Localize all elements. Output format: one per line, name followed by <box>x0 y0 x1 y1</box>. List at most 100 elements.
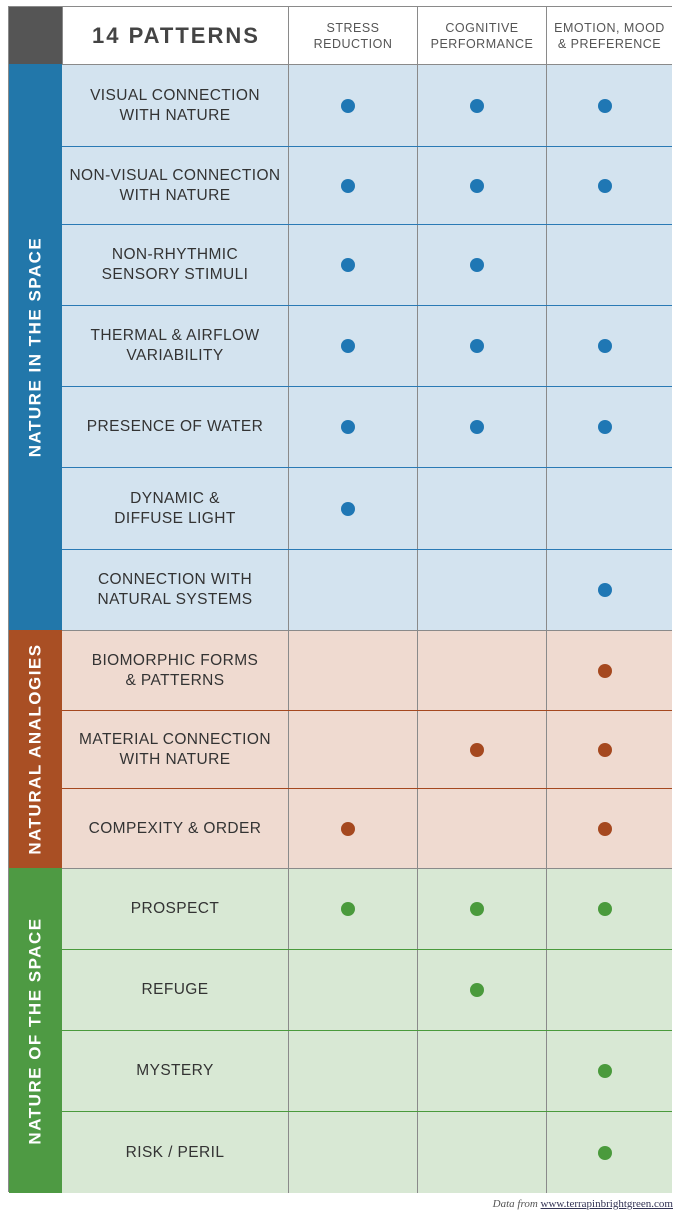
group-label-text: NATURE OF THE SPACE <box>25 916 45 1145</box>
pattern-row: RISK / PERIL <box>62 1111 672 1193</box>
benefit-cell-emotion <box>546 711 672 788</box>
benefit-cell-stress <box>288 387 417 467</box>
pattern-name: VISUAL CONNECTION WITH NATURE <box>90 86 260 124</box>
pattern-row: DYNAMIC & DIFFUSE LIGHT <box>62 467 672 549</box>
benefit-cell-emotion <box>546 225 672 305</box>
benefit-cell-stress <box>288 550 417 630</box>
benefit-dot <box>597 339 612 353</box>
pattern-name: RISK / PERIL <box>125 1143 225 1161</box>
benefit-cell-cognitive <box>417 950 546 1030</box>
benefit-dot <box>597 420 612 434</box>
benefit-dot <box>470 420 484 434</box>
benefit-cell-stress <box>288 147 417 224</box>
benefit-cell-emotion <box>546 789 672 868</box>
pattern-name: BIOMORPHIC FORMS & PATTERNS <box>91 651 259 689</box>
benefit-dot <box>597 742 612 757</box>
benefit-cell-emotion <box>546 631 672 710</box>
pattern-name: PROSPECT <box>130 900 220 917</box>
benefit-cell-cognitive <box>417 869 546 949</box>
benefit-cell-stress <box>288 468 417 549</box>
benefit-cell-stress <box>288 225 417 305</box>
benefit-cell-emotion <box>546 950 672 1030</box>
pattern-row: BIOMORPHIC FORMS & PATTERNS <box>62 630 672 710</box>
benefit-cell-emotion <box>546 387 672 467</box>
pattern-name: MYSTERY <box>136 1062 214 1079</box>
group-label-text: NATURAL ANALOGIES <box>25 643 45 855</box>
benefit-dot <box>597 583 612 597</box>
pattern-name: DYNAMIC & DIFFUSE LIGHT <box>114 489 236 527</box>
group-label: NATURE IN THE SPACE <box>9 64 62 630</box>
credit-link[interactable]: www.terrapinbrightgreen.com <box>540 1198 673 1210</box>
benefit-dot <box>341 178 355 193</box>
benefit-cell-cognitive <box>417 550 546 630</box>
benefit-dot <box>470 258 484 272</box>
benefit-dot <box>341 98 355 113</box>
benefit-dot <box>470 98 484 113</box>
benefit-cell-cognitive <box>417 711 546 788</box>
pattern-row: COMPEXITY & ORDER <box>62 788 672 868</box>
pattern-name: CONNECTION WITH NATURAL SYSTEMS <box>97 571 253 608</box>
benefit-cell-cognitive <box>417 65 546 146</box>
benefit-cell-emotion <box>546 1031 672 1111</box>
pattern-row: NON-VISUAL CONNECTION WITH NATURE <box>62 146 672 224</box>
pattern-name: NON-VISUAL CONNECTION WITH NATURE <box>69 166 281 204</box>
benefit-cell-emotion <box>546 147 672 224</box>
column-header-cognitive-performance: COGNITIVE PERFORMANCE <box>417 7 546 64</box>
benefit-cell-stress <box>288 950 417 1030</box>
benefit-cell-cognitive <box>417 1031 546 1111</box>
pattern-row: THERMAL & AIRFLOW VARIABILITY <box>62 305 672 386</box>
pattern-row: PROSPECT <box>62 868 672 949</box>
benefit-dot <box>597 178 612 193</box>
benefit-cell-emotion <box>546 869 672 949</box>
benefit-cell-cognitive <box>417 789 546 868</box>
benefit-dot <box>597 1145 612 1160</box>
data-credit: Data from www.terrapinbrightgreen.com <box>493 1198 673 1210</box>
benefit-dot <box>341 902 355 916</box>
benefit-dot <box>470 983 484 997</box>
benefit-dot <box>341 821 355 836</box>
benefit-dot <box>341 501 355 516</box>
group-label: NATURE OF THE SPACE <box>9 868 62 1193</box>
benefit-dot <box>341 339 355 353</box>
benefit-cell-cognitive <box>417 387 546 467</box>
benefit-dot <box>470 178 484 193</box>
benefit-cell-emotion <box>546 468 672 549</box>
benefit-dot <box>597 902 612 916</box>
pattern-row: PRESENCE OF WATER <box>62 386 672 467</box>
benefit-cell-stress <box>288 306 417 386</box>
benefit-dot <box>470 339 484 353</box>
benefit-cell-cognitive <box>417 306 546 386</box>
pattern-row: MATERIAL CONNECTION WITH NATURE <box>62 710 672 788</box>
pattern-name: THERMAL & AIRFLOW VARIABILITY <box>90 327 260 364</box>
benefit-cell-stress <box>288 869 417 949</box>
benefit-cell-cognitive <box>417 1112 546 1193</box>
benefit-dot <box>470 902 484 916</box>
benefit-cell-stress <box>288 711 417 788</box>
pattern-name: NON-RHYTHMIC SENSORY STIMULI <box>101 246 249 283</box>
benefit-dot <box>341 420 355 434</box>
benefit-cell-emotion <box>546 65 672 146</box>
benefit-dot <box>597 1064 612 1078</box>
header-corner <box>9 7 62 64</box>
column-header-emotion-mood-preference: EMOTION, MOOD & PREFERENCE <box>546 7 672 64</box>
benefit-dot <box>341 258 355 272</box>
pattern-name: REFUGE <box>141 981 209 998</box>
group-label-text: NATURE IN THE SPACE <box>25 236 45 458</box>
benefit-cell-emotion <box>546 550 672 630</box>
pattern-row: CONNECTION WITH NATURAL SYSTEMS <box>62 549 672 630</box>
benefit-cell-emotion <box>546 306 672 386</box>
pattern-name: MATERIAL CONNECTION WITH NATURE <box>79 730 271 768</box>
benefit-cell-cognitive <box>417 147 546 224</box>
benefit-cell-cognitive <box>417 468 546 549</box>
benefit-cell-cognitive <box>417 631 546 710</box>
pattern-row: NON-RHYTHMIC SENSORY STIMULI <box>62 224 672 305</box>
benefit-cell-stress <box>288 631 417 710</box>
column-header-stress-reduction: STRESS REDUCTION <box>288 7 417 64</box>
benefit-cell-stress <box>288 65 417 146</box>
benefit-dot <box>470 742 484 757</box>
pattern-row: VISUAL CONNECTION WITH NATURE <box>62 64 672 146</box>
pattern-name: COMPEXITY & ORDER <box>88 819 262 837</box>
group-label: NATURAL ANALOGIES <box>9 630 62 868</box>
patterns-matrix: 14 PATTERNS STRESS REDUCTION COGNITIVE P… <box>8 6 672 1193</box>
pattern-row: REFUGE <box>62 949 672 1030</box>
